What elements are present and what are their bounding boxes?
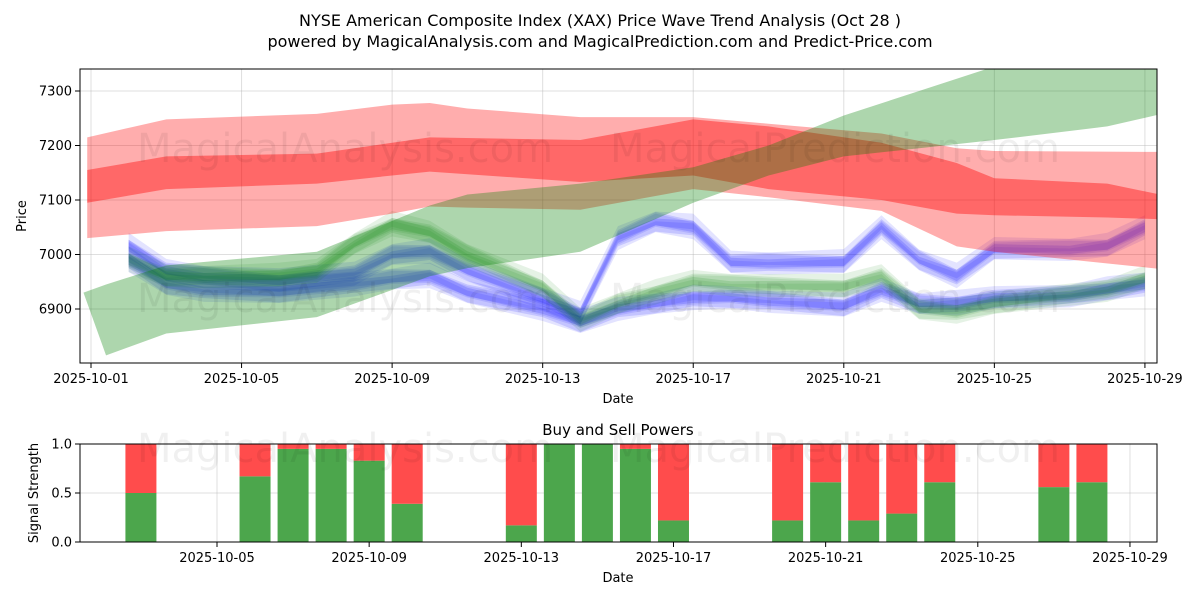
y-tick-label: 0.0 — [51, 536, 72, 551]
x-tick-label: 2025-10-13 — [484, 551, 560, 566]
signal-plot: Buy and Sell Powers MagicalAnalysis.com … — [27, 421, 1168, 586]
blue-lower-band — [128, 255, 1145, 327]
y-tick-label: 0.5 — [51, 487, 72, 502]
buy-bar — [543, 444, 575, 542]
x-tick-label: 2025-10-21 — [788, 551, 864, 566]
buy-bar — [277, 448, 309, 542]
red-core-band — [87, 119, 1157, 220]
x-axis-label: Date — [602, 392, 633, 407]
blue-upper-band — [128, 221, 1145, 320]
green-wave-band — [128, 210, 1145, 332]
buy-bar — [505, 525, 537, 542]
x-axis-label: Date — [602, 571, 633, 586]
x-tick-label: 2025-10-25 — [940, 551, 1016, 566]
y-tick-label: 7100 — [39, 194, 72, 209]
blue-upper-band — [128, 213, 1145, 319]
price-plot: MagicalAnalysis.com MagicalPrediction.co… — [15, 68, 1183, 407]
price-axes: 2025-10-01 2025-10-05 2025-10-09 2025-10-13… — [39, 85, 1183, 388]
sell-bar — [848, 444, 880, 521]
sell-bar — [391, 444, 423, 504]
x-tick-label: 2025-10-09 — [331, 551, 407, 566]
y-tick-label: 7000 — [39, 248, 72, 263]
buy-bar — [924, 482, 956, 542]
buy-bar — [353, 460, 385, 542]
sell-bar — [125, 444, 157, 493]
y-tick-label: 1.0 — [51, 438, 72, 453]
x-tick-label: 2025-10-01 — [53, 372, 129, 387]
x-tick-label: 2025-10-21 — [806, 372, 882, 387]
buy-bar — [315, 448, 347, 542]
watermark: MagicalAnalysis.com — [137, 426, 553, 472]
buy-bar — [581, 444, 613, 542]
blue-lower-band — [128, 253, 1145, 333]
sell-bar — [1076, 444, 1108, 483]
sell-bar — [277, 444, 309, 449]
signal-title: Buy and Sell Powers — [542, 421, 694, 439]
chart-title: NYSE American Composite Index (XAX) Pric… — [299, 11, 901, 30]
buy-bar — [619, 448, 651, 542]
blue-upper-band — [128, 211, 1145, 325]
buy-bar — [657, 520, 689, 542]
buy-bar — [810, 482, 842, 542]
buy-bar — [1038, 487, 1070, 542]
red-wide-band — [87, 102, 1157, 269]
x-tick-label: 2025-10-17 — [636, 551, 712, 566]
sell-bar — [657, 444, 689, 521]
watermark: MagicalPrediction.com — [610, 426, 1060, 472]
watermark: MagicalAnalysis.com — [137, 126, 553, 172]
price-plot-frame — [79, 68, 1158, 364]
signal-axes: 2025-10-05 2025-10-09 2025-10-13 2025-10-17… — [51, 438, 1167, 567]
blue-lower-band — [128, 246, 1145, 333]
buy-bar — [772, 520, 804, 542]
sell-bar — [315, 444, 347, 449]
blue-upper-band — [128, 211, 1145, 325]
x-tick-label: 2025-10-29 — [1107, 372, 1183, 387]
y-tick-label: 7300 — [39, 85, 72, 100]
x-tick-label: 2025-10-13 — [505, 372, 581, 387]
watermark: MagicalPrediction.com — [610, 126, 1060, 172]
buy-bar — [1076, 482, 1108, 542]
y-axis-label: Price — [15, 200, 30, 232]
sell-bar — [924, 444, 956, 483]
x-tick-label: 2025-10-17 — [655, 372, 731, 387]
watermark: MagicalPrediction.com — [610, 276, 1060, 322]
blue-lower-band — [128, 253, 1145, 326]
x-tick-label: 2025-10-29 — [1092, 551, 1168, 566]
y-tick-label: 6900 — [39, 303, 72, 318]
buy-bar — [848, 520, 880, 542]
x-tick-label: 2025-10-25 — [957, 372, 1033, 387]
sell-bar — [810, 444, 842, 483]
buy-bar — [391, 503, 423, 542]
x-tick-label: 2025-10-05 — [179, 551, 255, 566]
y-tick-label: 7200 — [39, 139, 72, 154]
blue-upper-band — [128, 218, 1145, 318]
watermark: MagicalAnalysis.com — [137, 276, 553, 322]
y-axis-label: Signal Strength — [27, 443, 42, 543]
sell-bar — [1038, 444, 1070, 488]
green-wave-band — [128, 217, 1145, 329]
buy-bar — [239, 476, 271, 542]
buy-bar — [125, 493, 157, 542]
x-tick-label: 2025-10-05 — [204, 372, 280, 387]
sell-bar — [886, 444, 918, 514]
price-bands — [83, 69, 1157, 356]
chart-subtitle: powered by MagicalAnalysis.com and Magic… — [267, 32, 932, 51]
sell-bar — [505, 444, 537, 526]
green-trend-band — [83, 69, 1157, 356]
blue-lower-band — [128, 256, 1145, 328]
price-grid — [80, 69, 1157, 363]
buy-bar — [886, 513, 918, 542]
x-tick-label: 2025-10-09 — [354, 372, 430, 387]
sell-bar — [619, 444, 651, 449]
sell-bar — [353, 444, 385, 461]
sell-bar — [239, 444, 271, 477]
sell-bar — [772, 444, 804, 521]
signal-bars — [125, 444, 1108, 542]
